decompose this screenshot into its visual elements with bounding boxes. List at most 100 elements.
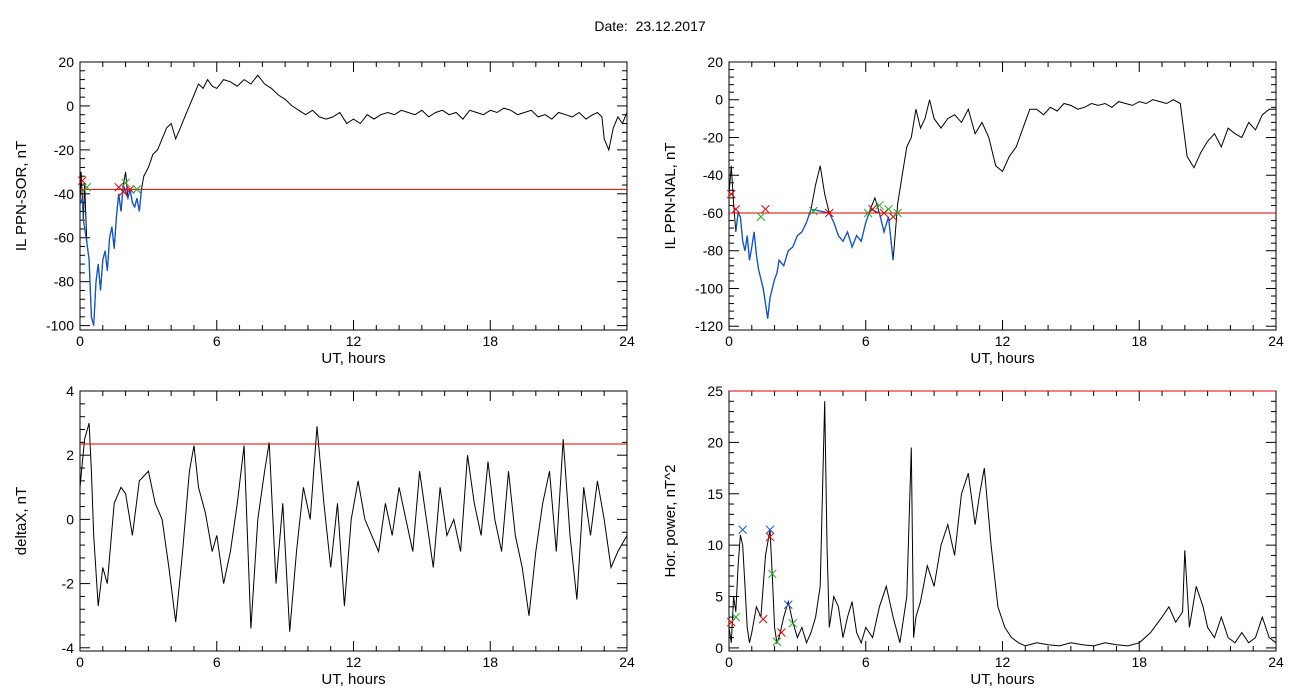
marker-stroke [767, 569, 777, 579]
x-tick-label: 24 [619, 654, 635, 670]
y-tick-label: -20 [54, 142, 74, 158]
marker-stroke [765, 525, 775, 535]
marker-green [132, 185, 142, 194]
x-tick-label: 0 [76, 333, 84, 349]
marker-stroke [875, 201, 884, 210]
x-tick-label: 12 [995, 654, 1011, 670]
marker-red [761, 204, 770, 214]
marker-stroke [77, 176, 87, 185]
y-tick-label: -40 [54, 186, 74, 202]
x-tick-label: 0 [725, 654, 733, 670]
x-tick-label: 6 [213, 333, 221, 349]
y-tick-label: 15 [707, 486, 723, 502]
marker-green [772, 637, 782, 647]
marker-stroke [788, 618, 798, 628]
plot-frame [728, 390, 1277, 652]
x-tick-label: 6 [213, 654, 221, 670]
y-tick-label: -100 [695, 280, 723, 296]
marker-stroke [765, 532, 775, 542]
x-tick-label: 24 [1268, 654, 1284, 670]
plot-frame [79, 61, 628, 331]
y-tick-label: -4 [62, 640, 75, 656]
marker-stroke [863, 208, 873, 218]
y-tick-label: 20 [58, 54, 74, 70]
chart-panel-sor: 0 6 12 18 24 -100 -80 -60 -40 -20 0 20 UT, hours IL P… [13, 54, 635, 367]
y-tick-label: -80 [703, 243, 723, 259]
y-tick-label: 20 [707, 434, 723, 450]
marker-green [893, 208, 903, 218]
x-tick-label: 18 [482, 654, 498, 670]
marker-stroke [738, 525, 748, 535]
x-axis-label: UT, hours [321, 671, 385, 688]
marker-red [731, 204, 741, 214]
y-tick-label: 25 [707, 383, 723, 399]
date-value: 23.12.2017 [635, 18, 706, 34]
marker-green [788, 618, 798, 628]
y-axis-label: deltaX, nT [13, 487, 30, 555]
marker-green [82, 182, 92, 192]
y-tick-label: 4 [66, 383, 74, 399]
x-tick-label: 12 [346, 333, 362, 349]
marker-stroke [879, 208, 889, 218]
marker-stroke [888, 212, 898, 222]
series-line [80, 422, 627, 632]
x-tick-label: 0 [725, 333, 733, 349]
marker-stroke [884, 204, 893, 214]
marker-blue [765, 525, 775, 535]
chart-panel-nal: 0 6 12 18 24 -120 -100 -80 -60 -40 -20 0 20 UT, hours… [662, 54, 1284, 367]
marker-stroke [125, 185, 135, 194]
plot-frame [728, 61, 1277, 331]
series-line [80, 74, 627, 326]
y-axis-label: IL PPN-NAL, nT [662, 143, 679, 250]
x-tick-label: 18 [482, 333, 498, 349]
y-tick-label: 0 [715, 92, 723, 108]
marker-stroke [121, 178, 130, 188]
highlight-line [80, 184, 143, 326]
marker-green [756, 212, 766, 222]
marker-red [118, 187, 128, 196]
marker-green [884, 204, 893, 214]
marker-green [875, 201, 884, 210]
y-tick-label: -60 [703, 205, 723, 221]
x-tick-label: 6 [862, 654, 870, 670]
x-tick-label: 0 [76, 654, 84, 670]
y-tick-label: 0 [715, 640, 723, 656]
y-tick-label: 0 [66, 98, 74, 114]
x-axis-label: UT, hours [970, 671, 1034, 688]
x-tick-label: 6 [862, 333, 870, 349]
marker-stroke [82, 182, 92, 192]
marker-red [77, 176, 87, 185]
marker-stroke [758, 614, 768, 624]
y-tick-label: 10 [707, 537, 723, 553]
x-tick-label: 18 [1131, 333, 1147, 349]
y-tick-label: 0 [66, 511, 74, 527]
x-axis-label: UT, hours [321, 350, 385, 367]
marker-stroke [868, 204, 877, 214]
y-tick-label: -20 [703, 129, 723, 145]
y-tick-label: -40 [703, 167, 723, 183]
marker-red [777, 628, 786, 637]
marker-green [863, 208, 873, 218]
marker-stroke [761, 204, 770, 214]
x-tick-label: 12 [346, 654, 362, 670]
marker-red [726, 189, 736, 199]
marker-red [868, 204, 877, 214]
marker-stroke [824, 208, 834, 218]
marker-stroke [783, 600, 793, 610]
x-tick-label: 12 [995, 333, 1011, 349]
x-axis-label: UT, hours [970, 350, 1034, 367]
y-axis-label: Hor. power, nT^2 [662, 465, 679, 578]
y-tick-label: -80 [54, 274, 74, 290]
marker-red [824, 208, 834, 218]
marker-blue [738, 525, 748, 535]
marker-green [808, 206, 818, 216]
marker-green [121, 178, 130, 188]
marker-stroke [756, 212, 766, 222]
marker-stroke [731, 204, 741, 214]
y-tick-label: 20 [707, 54, 723, 70]
marker-stroke [777, 628, 786, 637]
marker-stroke [772, 637, 782, 647]
marker-stroke [893, 208, 903, 218]
